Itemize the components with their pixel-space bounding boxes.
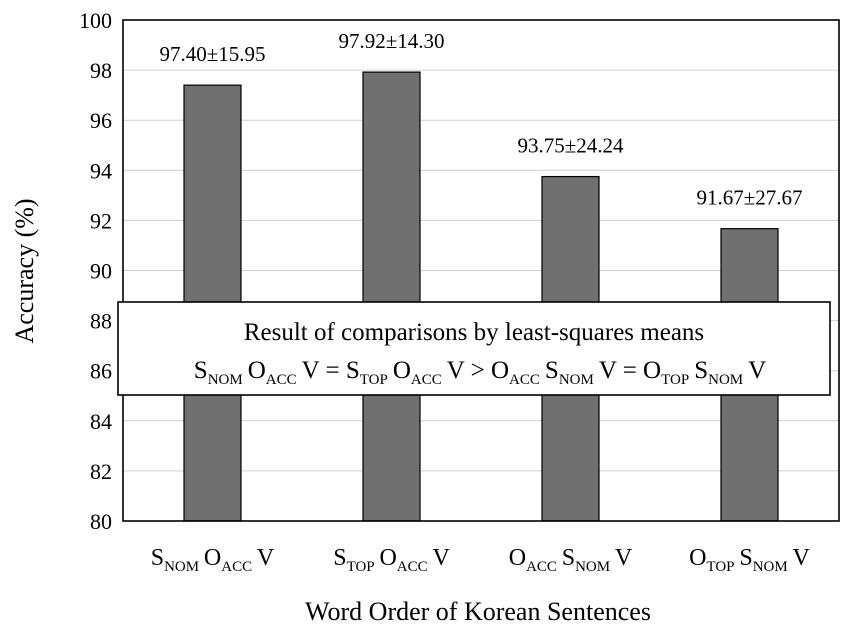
y-axis-title: Accuracy (%): [10, 198, 39, 343]
subscript: ACC: [266, 372, 297, 388]
y-tick-label: 94: [90, 158, 112, 183]
subscript: TOP: [360, 372, 388, 388]
y-tick-label: 92: [90, 208, 112, 233]
main-part: S: [694, 357, 708, 384]
bar: [362, 71, 421, 522]
main-part: O: [248, 357, 266, 384]
bars: [183, 71, 779, 522]
main-part: S: [346, 357, 360, 384]
main-part: V =: [302, 357, 346, 384]
y-tick-label: 80: [90, 509, 112, 534]
y-tick-label: 98: [90, 58, 112, 83]
y-tick-label: 86: [90, 359, 112, 384]
y-tick-label: 90: [90, 259, 112, 284]
main-part: O: [393, 357, 411, 384]
main-part: V: [257, 545, 275, 571]
main-part: O: [204, 545, 221, 571]
subscript: TOP: [706, 559, 734, 575]
subscript: ACC: [411, 372, 442, 388]
y-tick-label: 96: [90, 108, 112, 133]
main-part: V =: [599, 357, 643, 384]
y-tick-label: 82: [90, 459, 112, 484]
main-part: V: [793, 545, 811, 571]
data-label: 97.40±15.95: [159, 42, 265, 66]
main-part: O: [643, 357, 661, 384]
subscript: TOP: [661, 372, 689, 388]
subscript: NOM: [575, 559, 610, 575]
subscript: NOM: [164, 559, 199, 575]
subscript: NOM: [559, 372, 594, 388]
subscript: ACC: [526, 559, 557, 575]
y-tick-label: 88: [90, 309, 112, 334]
main-part: V >: [447, 357, 491, 384]
data-label: 93.75±24.24: [517, 134, 624, 158]
plot-frame: [122, 19, 840, 522]
data-labels: 97.40±15.95 97.92±14.30 93.75±24.24 91.67±2…: [159, 29, 802, 210]
x-tick-labels: SNOM OACC V STOP OACC V OACC SNOM V OTOP SN…: [151, 545, 811, 575]
main-part: V: [432, 545, 450, 571]
subscript: ACC: [221, 559, 252, 575]
main-part: O: [491, 357, 509, 384]
main-part: V: [615, 545, 633, 571]
annotation-box: [117, 301, 831, 396]
main-part: S: [194, 357, 208, 384]
category-label: STOP OACC V: [333, 545, 450, 575]
main-part: S: [545, 357, 559, 384]
subscript: ACC: [397, 559, 428, 575]
annotation-line-1: Result of comparisons by least-squares m…: [244, 319, 704, 346]
main-part: O: [509, 545, 526, 571]
main-part: O: [689, 545, 706, 571]
main-part: S: [333, 545, 346, 571]
comparison-annotation: Result of comparisons by least-squares m…: [117, 301, 831, 396]
subscript: TOP: [347, 559, 375, 575]
y-tick-labels: 80 82 84 86 88 90 92 94 96 98 100: [79, 8, 112, 534]
subscript: NOM: [708, 372, 743, 388]
category-label: OACC SNOM V: [509, 545, 633, 575]
category-label: OTOP SNOM V: [689, 545, 810, 575]
main-part: O: [379, 545, 396, 571]
category-label: SNOM OACC V: [151, 545, 275, 575]
subscript: ACC: [509, 372, 540, 388]
main-part: S: [739, 545, 752, 571]
y-tick-label: 84: [90, 409, 112, 434]
y-tick-label: 100: [79, 8, 112, 33]
annotation-line-2: SNOM OACC V = STOP OACC V > OACC SNOM V …: [194, 357, 766, 388]
subscript: NOM: [208, 372, 243, 388]
x-axis-title: Word Order of Korean Sentences: [305, 597, 651, 626]
data-label: 91.67±27.67: [696, 186, 802, 210]
main-part: V: [748, 357, 766, 384]
subscript: NOM: [753, 559, 788, 575]
main-part: S: [562, 545, 575, 571]
main-part: S: [151, 545, 164, 571]
data-label: 97.92±14.30: [338, 29, 444, 53]
